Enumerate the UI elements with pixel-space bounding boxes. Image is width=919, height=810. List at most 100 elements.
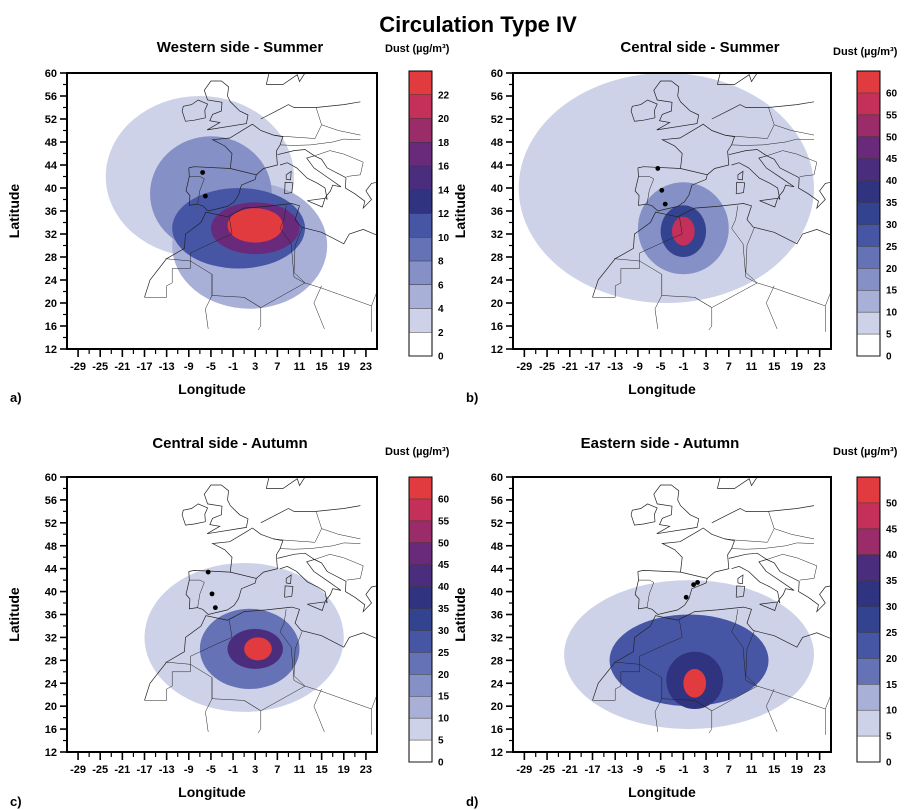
x-tick-label: 3 bbox=[703, 361, 709, 373]
panel-title: Eastern side - Autumn bbox=[581, 435, 740, 452]
coastline bbox=[277, 552, 342, 604]
colorbar-title: Dust (µg/m³) bbox=[833, 46, 898, 58]
x-tick-label: -9 bbox=[633, 361, 643, 373]
country-border bbox=[321, 124, 361, 136]
country-border bbox=[638, 176, 655, 205]
country-border bbox=[279, 609, 305, 687]
site-marker bbox=[695, 580, 700, 585]
country-border bbox=[592, 664, 640, 701]
colorbar-swatch bbox=[857, 246, 880, 269]
colorbar-swatch bbox=[857, 202, 880, 225]
coastline bbox=[285, 574, 292, 584]
coastline bbox=[728, 552, 795, 604]
coastline bbox=[307, 197, 326, 208]
colorbar-title: Dust (µg/m³) bbox=[833, 446, 898, 458]
colorbar-tick-label: 55 bbox=[886, 110, 898, 121]
site-marker bbox=[662, 201, 668, 207]
colorbar-tick-label: 0 bbox=[438, 758, 444, 769]
coastline bbox=[185, 166, 257, 212]
y-tick-label: 52 bbox=[491, 114, 503, 126]
coastline bbox=[711, 101, 815, 120]
colorbar-swatch bbox=[857, 554, 880, 581]
coastline bbox=[737, 170, 744, 181]
y-tick-label: 32 bbox=[491, 229, 503, 241]
country-border bbox=[724, 511, 775, 543]
colorbar-swatch bbox=[409, 142, 432, 166]
panel-letter: b) bbox=[466, 390, 478, 405]
x-tick-label: -17 bbox=[585, 764, 601, 776]
country-border bbox=[614, 661, 640, 665]
country-border bbox=[766, 285, 778, 329]
x-tick-label: -17 bbox=[137, 764, 153, 776]
country-border bbox=[189, 579, 205, 608]
coastline bbox=[634, 570, 708, 615]
panel-c: -29 -25 -21 -17 -13 -9 -5 -1 3 7 11 15 19 23121620242… bbox=[6, 435, 450, 809]
x-axis-title: Longitude bbox=[628, 784, 696, 800]
panel-a: -29 -25 -21 -17 -13 -9 -5 -1 3 7 11 15 19 23121620242… bbox=[6, 39, 450, 405]
coastline bbox=[260, 505, 361, 524]
site-marker bbox=[691, 582, 696, 588]
dust-contour bbox=[244, 637, 272, 661]
x-tick-label: 23 bbox=[814, 764, 826, 776]
colorbar-swatch bbox=[409, 237, 432, 261]
colorbar-tick-label: 45 bbox=[886, 524, 898, 535]
panel-title: Central side - Autumn bbox=[152, 435, 307, 452]
colorbar-swatch bbox=[409, 630, 432, 653]
coastline bbox=[661, 123, 735, 176]
colorbar-swatch bbox=[409, 261, 432, 285]
coastline bbox=[766, 155, 831, 210]
coastline bbox=[592, 203, 831, 298]
country-border bbox=[592, 261, 640, 298]
y-tick-label: 12 bbox=[45, 344, 57, 356]
country-border bbox=[731, 205, 757, 284]
site-marker bbox=[209, 591, 215, 597]
colorbar-tick-label: 15 bbox=[886, 286, 898, 297]
x-tick-label: 15 bbox=[316, 361, 328, 373]
x-axis-title: Longitude bbox=[178, 381, 246, 397]
country-border bbox=[825, 236, 831, 332]
coastline bbox=[284, 181, 294, 195]
coastline bbox=[185, 570, 257, 615]
country-border bbox=[654, 274, 663, 329]
coastline bbox=[211, 527, 284, 579]
coastline bbox=[735, 181, 746, 195]
y-tick-label: 16 bbox=[45, 321, 57, 333]
x-tick-label: 11 bbox=[746, 764, 758, 776]
coastline bbox=[314, 559, 377, 613]
site-marker bbox=[212, 605, 218, 611]
y-tick-label: 48 bbox=[491, 137, 503, 149]
colorbar-tick-label: 50 bbox=[438, 538, 450, 549]
x-tick-label: -1 bbox=[228, 764, 238, 776]
x-tick-label: 15 bbox=[316, 764, 328, 776]
y-tick-label: 44 bbox=[45, 160, 58, 172]
colorbar-swatch bbox=[409, 586, 432, 609]
x-tick-label: -5 bbox=[656, 764, 666, 776]
colorbar-swatch bbox=[857, 136, 880, 159]
country-border bbox=[165, 258, 191, 262]
colorbar-swatch bbox=[857, 180, 880, 203]
x-tick-label: -13 bbox=[159, 361, 175, 373]
country-border bbox=[280, 542, 361, 550]
colorbar-swatch bbox=[409, 166, 432, 190]
x-tick-label: 19 bbox=[338, 361, 350, 373]
coastline bbox=[634, 166, 708, 212]
colorbar-tick-label: 30 bbox=[438, 626, 450, 637]
site-marker bbox=[659, 187, 665, 193]
colorbar-tick-label: 18 bbox=[438, 138, 450, 149]
x-tick-label: 11 bbox=[746, 361, 758, 373]
x-tick-label: 23 bbox=[814, 361, 826, 373]
dust-field bbox=[518, 73, 814, 303]
coastline bbox=[766, 559, 831, 613]
country-border bbox=[654, 677, 663, 732]
colorbar-tick-label: 0 bbox=[438, 352, 444, 363]
colorbar-swatch bbox=[857, 224, 880, 247]
country-border bbox=[205, 274, 213, 329]
coastline bbox=[265, 73, 306, 85]
x-tick-label: -9 bbox=[633, 764, 643, 776]
x-axis-title: Longitude bbox=[178, 784, 246, 800]
coastline bbox=[144, 203, 377, 298]
x-tick-label: -9 bbox=[184, 764, 194, 776]
country-border bbox=[205, 677, 213, 732]
x-tick-label: 23 bbox=[360, 764, 372, 776]
